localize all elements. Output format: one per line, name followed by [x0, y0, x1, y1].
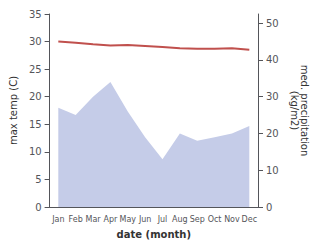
- svg-text:Aug: Aug: [172, 215, 188, 224]
- svg-text:Jul: Jul: [157, 215, 168, 224]
- svg-text:15: 15: [29, 119, 42, 130]
- svg-text:max temp (C): max temp (C): [8, 76, 19, 145]
- svg-text:10: 10: [29, 146, 42, 157]
- svg-text:35: 35: [29, 9, 42, 20]
- svg-text:30: 30: [266, 91, 279, 102]
- svg-text:Sep: Sep: [190, 215, 205, 224]
- svg-text:20: 20: [29, 91, 42, 102]
- svg-text:20: 20: [266, 128, 279, 139]
- svg-text:med. precipitation: med. precipitation: [299, 64, 311, 157]
- svg-text:0: 0: [35, 202, 41, 213]
- svg-text:Apr: Apr: [103, 215, 118, 224]
- svg-text:Oct: Oct: [208, 215, 222, 224]
- svg-text:Jun: Jun: [138, 215, 152, 224]
- svg-text:5: 5: [35, 174, 41, 185]
- svg-text:10: 10: [266, 165, 279, 176]
- svg-text:Mar: Mar: [85, 215, 101, 224]
- svg-text:Nov: Nov: [224, 215, 240, 224]
- svg-text:50: 50: [266, 18, 279, 29]
- svg-text:Dec: Dec: [242, 215, 257, 224]
- svg-text:date (month): date (month): [117, 229, 191, 240]
- svg-text:40: 40: [266, 54, 279, 65]
- svg-text:0: 0: [266, 202, 272, 213]
- svg-text:May: May: [119, 215, 136, 224]
- svg-text:25: 25: [29, 64, 42, 75]
- svg-text:30: 30: [29, 36, 42, 47]
- svg-text:(kg/m2): (kg/m2): [289, 91, 300, 131]
- svg-text:Jan: Jan: [51, 215, 64, 224]
- svg-text:Feb: Feb: [69, 215, 83, 224]
